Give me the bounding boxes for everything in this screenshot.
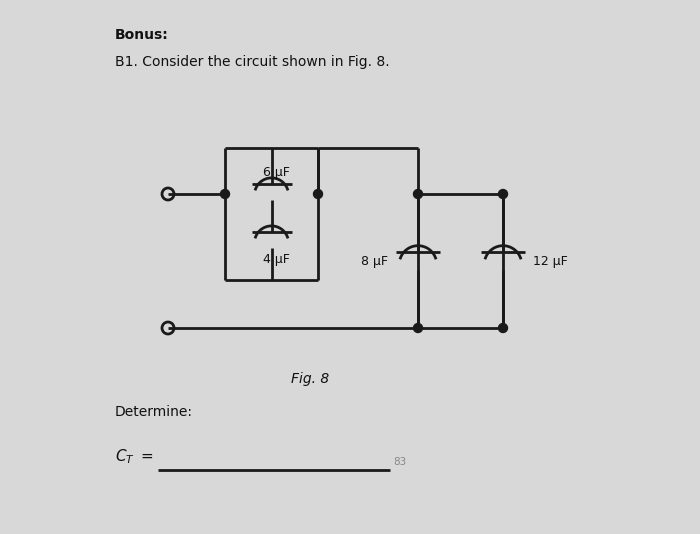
Text: 4 μF: 4 μF <box>263 253 290 266</box>
Circle shape <box>314 190 323 199</box>
Text: 83: 83 <box>393 457 406 467</box>
Text: 12 μF: 12 μF <box>533 255 568 268</box>
Text: 8 μF: 8 μF <box>361 255 388 268</box>
Circle shape <box>220 190 230 199</box>
Circle shape <box>498 324 508 333</box>
Circle shape <box>414 190 423 199</box>
Text: Fig. 8: Fig. 8 <box>291 372 329 386</box>
Text: $C_T$ $=$: $C_T$ $=$ <box>115 447 153 466</box>
Text: 6 μF: 6 μF <box>263 166 290 179</box>
Text: B1. Consider the circuit shown in Fig. 8.: B1. Consider the circuit shown in Fig. 8… <box>115 55 390 69</box>
Circle shape <box>414 324 423 333</box>
Text: Bonus:: Bonus: <box>115 28 169 42</box>
Circle shape <box>498 190 508 199</box>
Text: Determine:: Determine: <box>115 405 193 419</box>
